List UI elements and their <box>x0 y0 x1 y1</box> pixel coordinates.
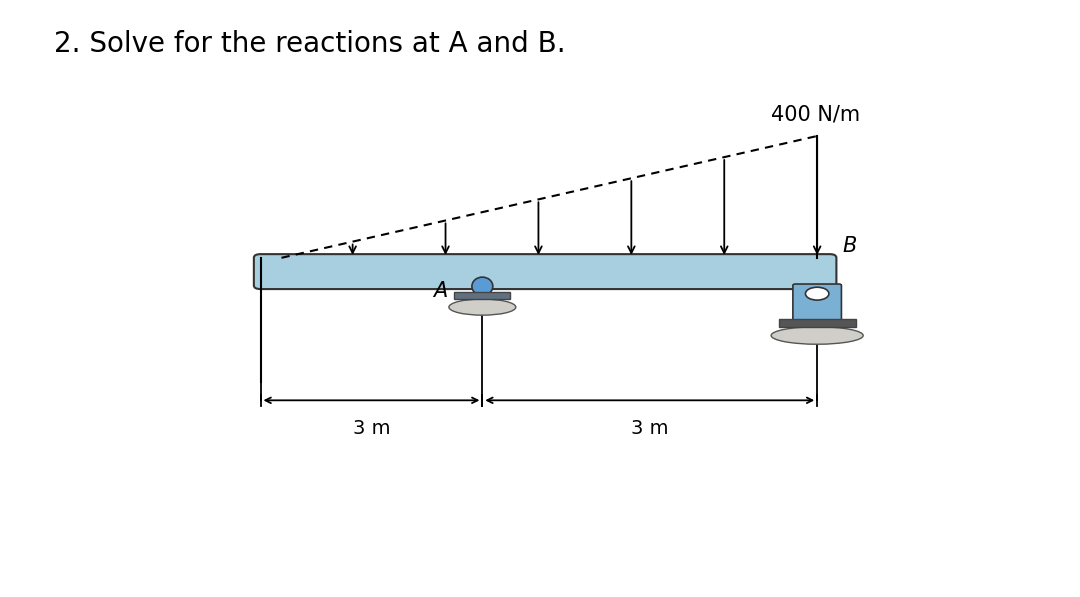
Text: A: A <box>433 281 447 301</box>
FancyBboxPatch shape <box>254 254 836 289</box>
FancyBboxPatch shape <box>793 284 841 321</box>
FancyBboxPatch shape <box>779 319 855 327</box>
FancyBboxPatch shape <box>455 293 511 298</box>
Ellipse shape <box>472 277 492 296</box>
Text: 3 m: 3 m <box>631 418 669 438</box>
Text: B: B <box>842 235 856 256</box>
Text: 3 m: 3 m <box>353 418 390 438</box>
Ellipse shape <box>771 327 863 344</box>
Text: 2. Solve for the reactions at A and B.: 2. Solve for the reactions at A and B. <box>54 30 566 58</box>
Circle shape <box>806 287 828 300</box>
Ellipse shape <box>449 299 516 315</box>
Text: 400 N/m: 400 N/m <box>771 104 861 125</box>
